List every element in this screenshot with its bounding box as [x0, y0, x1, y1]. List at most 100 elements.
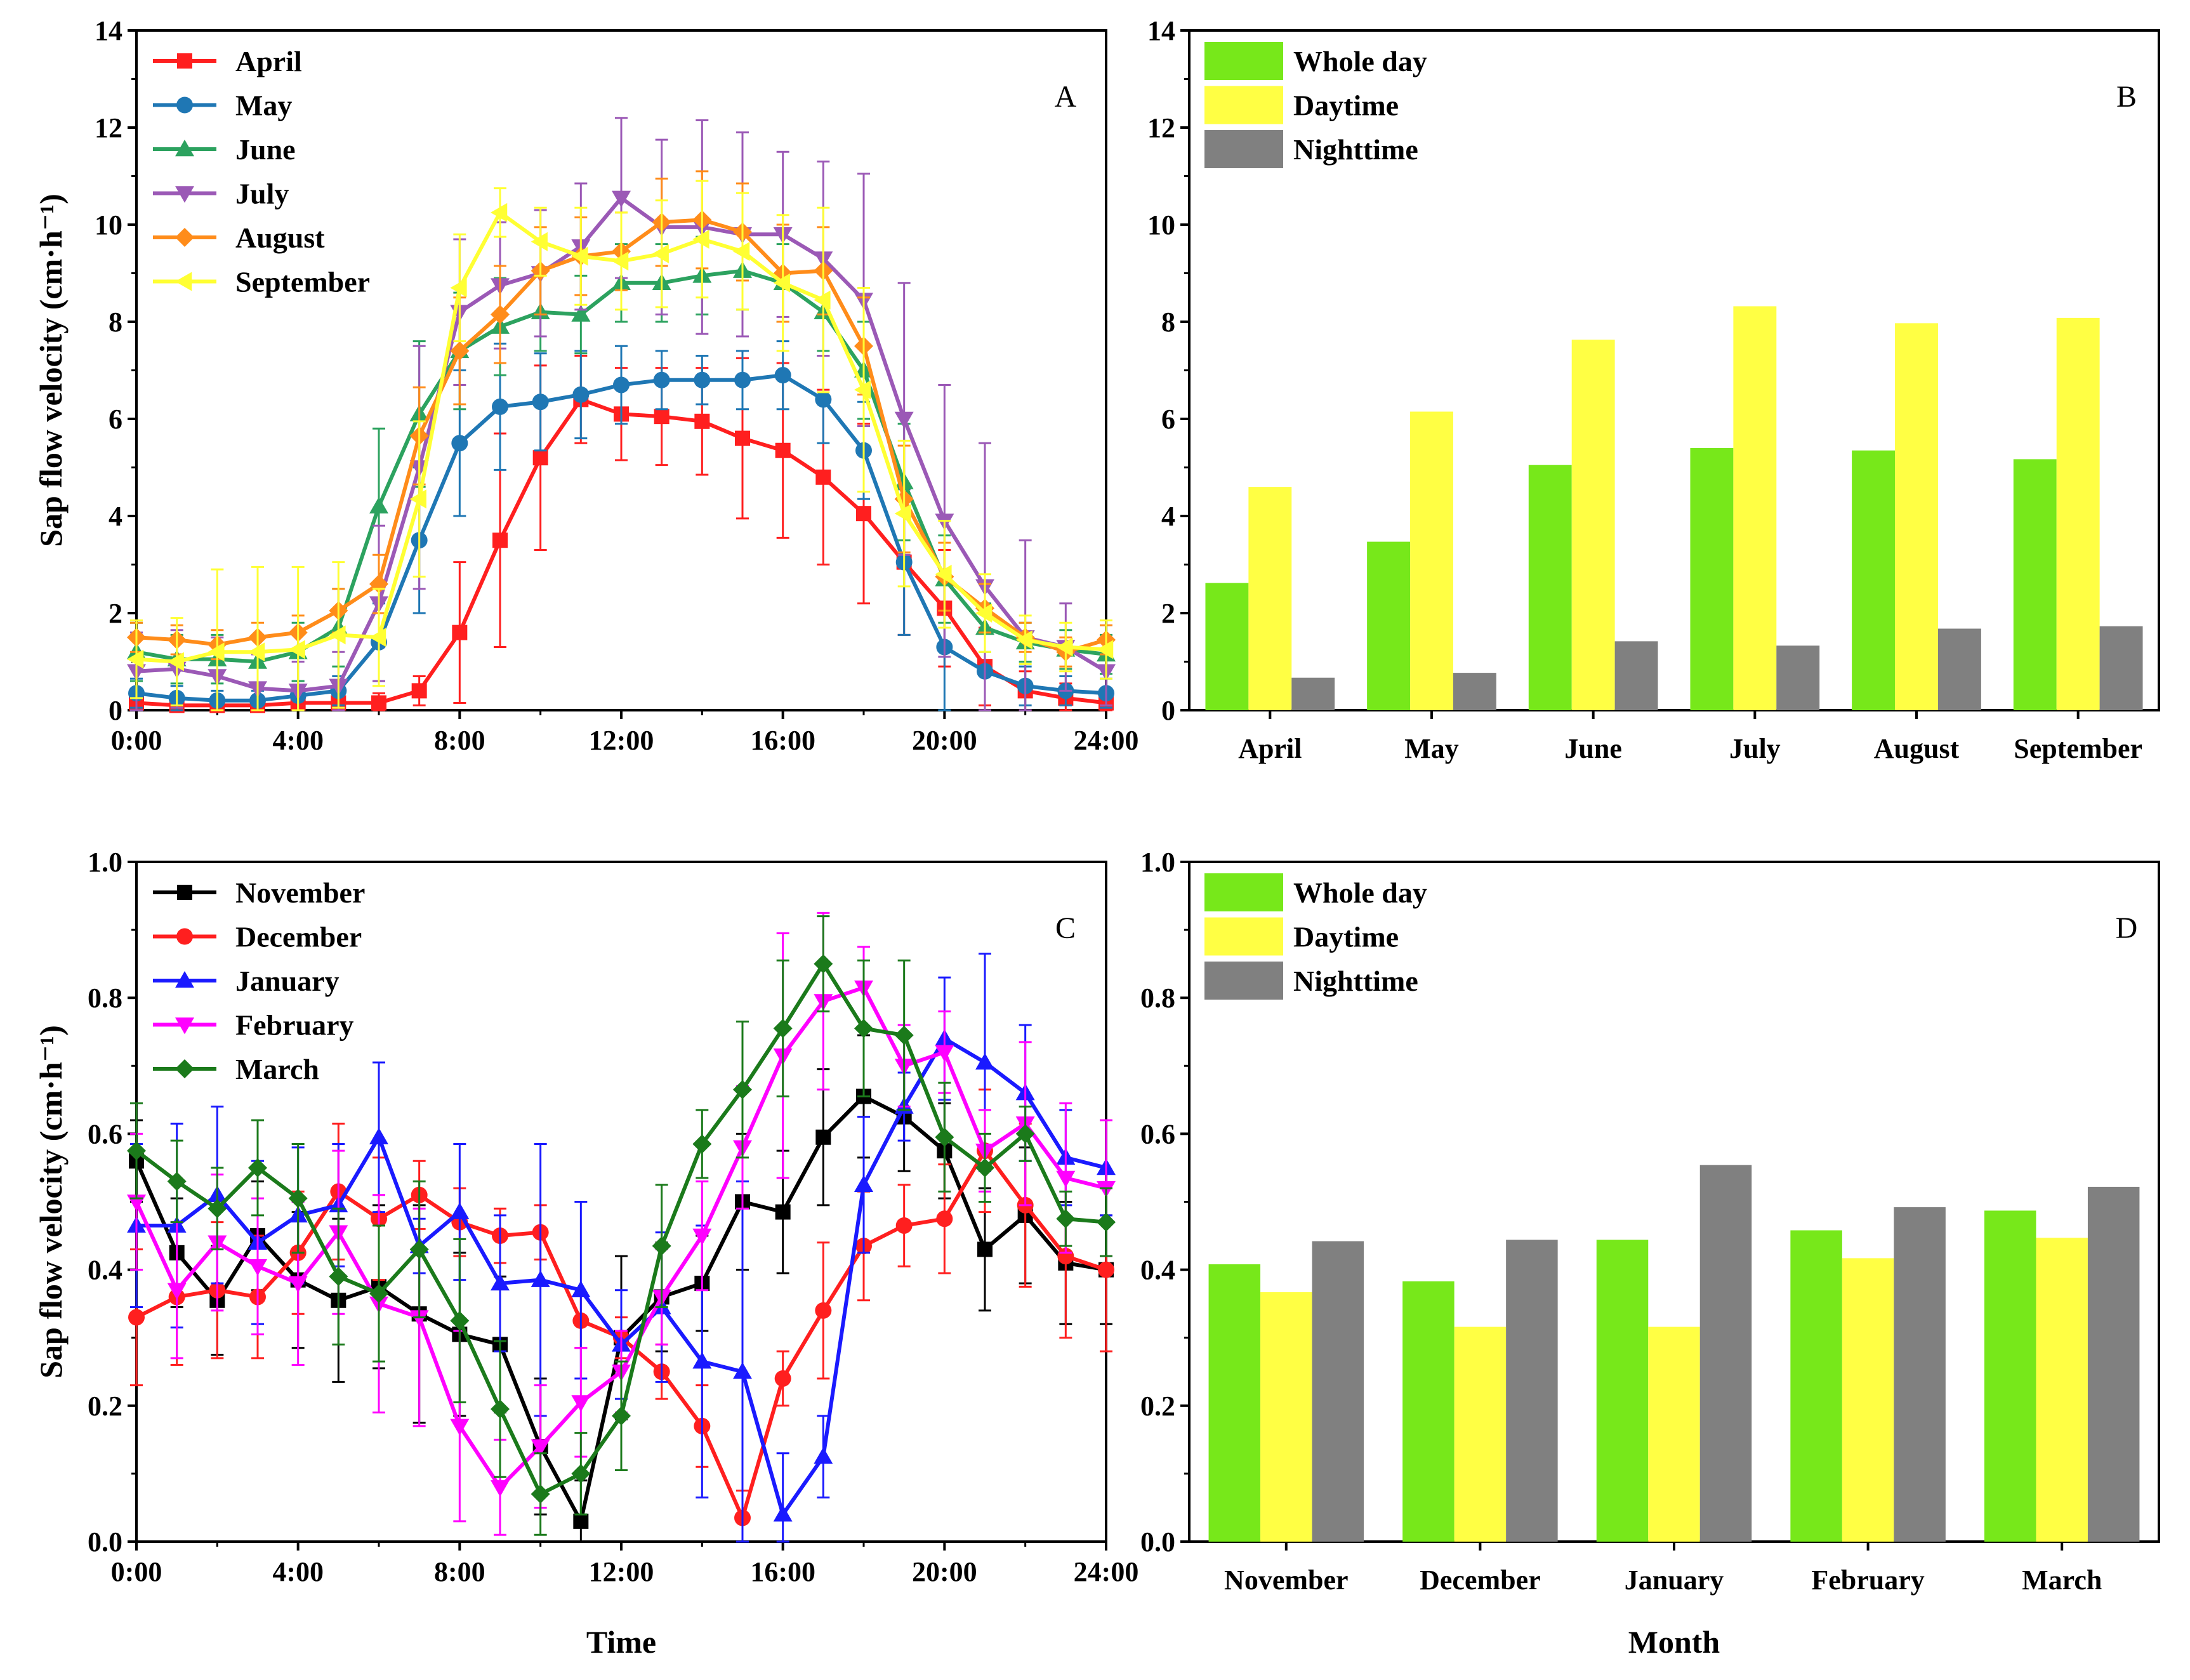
data-point	[652, 1236, 671, 1256]
x-tick-label: December	[1420, 1564, 1541, 1596]
legend-label: Nighttime	[1293, 965, 1418, 997]
data-point	[774, 367, 791, 384]
data-point	[692, 1228, 712, 1246]
data-point	[411, 683, 427, 699]
bar-daytime	[1895, 323, 1938, 710]
legend: Whole day Daytime Nighttime	[1204, 873, 1427, 1000]
legend-label: Nighttime	[1293, 133, 1418, 166]
legend-label: July	[235, 178, 289, 210]
y-tick-label: 12	[1147, 112, 1175, 143]
bar-daytime	[1410, 411, 1453, 710]
legend-marker	[175, 228, 194, 247]
data-point	[531, 1270, 550, 1287]
data-point	[329, 625, 346, 645]
legend-label: Daytime	[1293, 921, 1399, 953]
x-tick-label: 12:00	[589, 725, 654, 756]
series-march	[127, 915, 1116, 1536]
data-point	[735, 430, 750, 446]
legend-label: November	[235, 876, 365, 909]
data-point	[975, 604, 993, 623]
data-point	[491, 1274, 510, 1291]
series-may	[128, 340, 1114, 711]
data-point	[1056, 637, 1073, 657]
bar-daytime	[1248, 487, 1292, 710]
bar-nighttime	[1937, 628, 1981, 710]
data-point	[815, 1129, 831, 1145]
data-point	[612, 190, 631, 208]
data-point	[491, 305, 510, 324]
data-point	[208, 642, 225, 662]
data-point	[612, 1406, 631, 1425]
data-point	[248, 1158, 267, 1177]
y-tick-label: 4	[1161, 501, 1175, 532]
y-tick-label: 0.6	[88, 1118, 122, 1149]
y-tick-label: 2	[1161, 598, 1175, 629]
y-tick-label: 0.8	[1140, 982, 1175, 1014]
x-tick-label: September	[2014, 733, 2142, 764]
y-tick-label: 0.0	[88, 1526, 122, 1558]
data-point	[692, 229, 709, 249]
data-point	[288, 1189, 308, 1208]
data-point	[491, 202, 508, 222]
y-tick-label: 10	[95, 209, 122, 241]
data-point	[452, 625, 468, 640]
data-point	[694, 413, 710, 429]
y-axis-label: Sap flow velocity (cm·h⁻¹)	[33, 1025, 69, 1379]
data-point	[371, 695, 386, 711]
data-point	[248, 642, 265, 662]
data-point	[775, 1204, 791, 1220]
data-point	[773, 1505, 793, 1522]
data-point	[814, 954, 833, 974]
legend: November December January February March	[153, 876, 365, 1085]
data-point	[369, 1127, 388, 1145]
data-point	[571, 1280, 591, 1297]
bar-whole-day	[1790, 1230, 1842, 1542]
y-tick-label: 2	[109, 598, 122, 629]
bar-daytime	[2056, 317, 2100, 710]
legend-swatch	[1204, 962, 1283, 1000]
x-tick-label: August	[1874, 733, 1960, 764]
bar-whole-day	[1208, 1264, 1261, 1542]
data-point	[653, 371, 670, 388]
data-point	[167, 1172, 187, 1191]
legend-marker	[175, 971, 194, 988]
bar-daytime	[2036, 1238, 2088, 1542]
data-point	[692, 1352, 712, 1369]
y-tick-label: 0.6	[1140, 1118, 1175, 1149]
x-tick-label: 20:00	[912, 725, 977, 756]
bar-daytime	[1648, 1326, 1700, 1542]
bar-nighttime	[1453, 673, 1496, 710]
legend-label: Whole day	[1293, 876, 1427, 909]
x-tick-label: 24:00	[1074, 725, 1139, 756]
data-point	[127, 649, 144, 669]
data-point	[531, 1439, 550, 1457]
bar-daytime	[1842, 1258, 1894, 1542]
y-tick-label: 0.2	[88, 1391, 122, 1422]
x-axis-label: Time	[586, 1624, 656, 1660]
data-point	[167, 652, 184, 671]
data-point	[895, 1217, 913, 1234]
data-point	[532, 450, 548, 466]
y-tick-label: 6	[109, 404, 122, 435]
data-point	[854, 1175, 873, 1192]
data-point	[1056, 1170, 1076, 1188]
chart-panel-b: 0 2 4 6 8 10 12 14 April May June July August Septemb…	[1147, 15, 2160, 764]
legend: Whole day Daytime Nighttime	[1204, 42, 1427, 168]
data-point	[856, 506, 871, 522]
legend-marker	[175, 186, 194, 203]
data-point	[531, 232, 548, 251]
legend-label: Whole day	[1293, 45, 1427, 77]
y-axis-label: Sap flow velocity (cm·h⁻¹)	[33, 194, 69, 547]
series-september	[127, 180, 1114, 711]
y-tick-label: 10	[1147, 209, 1175, 241]
data-point	[936, 1210, 953, 1227]
data-point	[734, 371, 751, 388]
data-point	[369, 1284, 388, 1304]
y-tick-label: 6	[1161, 404, 1175, 435]
bar-whole-day	[1690, 447, 1734, 710]
y-tick-label: 0.4	[88, 1255, 122, 1286]
data-point	[288, 1276, 308, 1293]
bar-whole-day	[1528, 465, 1572, 710]
legend-label: January	[235, 965, 340, 997]
x-tick-label: 8:00	[434, 1556, 485, 1587]
